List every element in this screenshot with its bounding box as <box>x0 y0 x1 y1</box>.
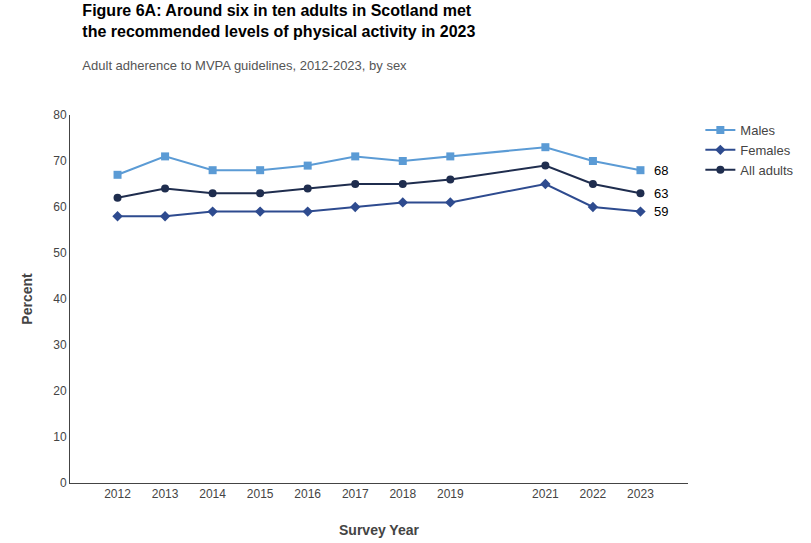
svg-text:2012: 2012 <box>104 487 131 501</box>
svg-text:Figure 6A: Around six in ten a: Figure 6A: Around six in ten adults in S… <box>82 2 475 40</box>
svg-text:Males: Males <box>740 123 775 138</box>
svg-text:70: 70 <box>53 154 67 168</box>
svg-text:0: 0 <box>60 476 67 490</box>
svg-text:All adults: All adults <box>740 163 793 178</box>
svg-text:60: 60 <box>53 200 67 214</box>
svg-text:2015: 2015 <box>247 487 274 501</box>
svg-text:Percent: Percent <box>19 273 35 325</box>
svg-text:10: 10 <box>53 430 67 444</box>
svg-text:63: 63 <box>654 186 668 201</box>
svg-text:2016: 2016 <box>294 487 321 501</box>
svg-text:Females: Females <box>740 143 790 158</box>
svg-text:2021: 2021 <box>532 487 559 501</box>
svg-text:59: 59 <box>654 204 668 219</box>
svg-text:2018: 2018 <box>389 487 416 501</box>
svg-text:2017: 2017 <box>342 487 369 501</box>
svg-text:68: 68 <box>654 163 668 178</box>
svg-text:2014: 2014 <box>199 487 226 501</box>
svg-text:80: 80 <box>53 108 67 122</box>
svg-text:Adult adherence to MVPA guidel: Adult adherence to MVPA guidelines, 2012… <box>82 58 407 73</box>
svg-text:2023: 2023 <box>627 487 654 501</box>
svg-text:2019: 2019 <box>437 487 464 501</box>
svg-text:2013: 2013 <box>152 487 179 501</box>
svg-text:20: 20 <box>53 384 67 398</box>
svg-text:40: 40 <box>53 292 67 306</box>
svg-text:50: 50 <box>53 246 67 260</box>
svg-text:30: 30 <box>53 338 67 352</box>
svg-text:2022: 2022 <box>580 487 607 501</box>
svg-text:Survey Year: Survey Year <box>339 522 419 538</box>
